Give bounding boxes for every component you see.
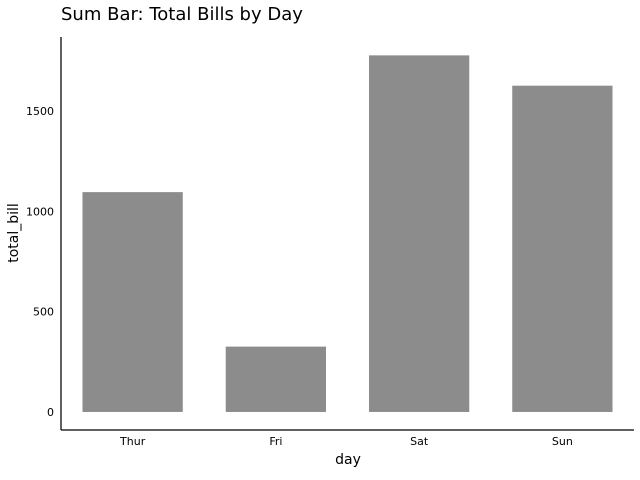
y-tick-labels: 0 500 1000 1500 [26, 105, 54, 419]
x-axis-label: day [335, 452, 361, 468]
y-tick-label: 500 [33, 306, 54, 319]
bar-fri [225, 346, 327, 412]
bar-thur [82, 192, 183, 412]
bars-group [82, 55, 613, 412]
x-tick-label: Sat [410, 435, 429, 448]
y-tick-label: 1000 [26, 205, 54, 218]
x-tick-label: Thur [119, 435, 146, 448]
x-tick-label: Fri [269, 435, 282, 448]
x-tick-labels: Thur Fri Sat Sun [119, 435, 573, 448]
chart-title: Sum Bar: Total Bills by Day [61, 4, 303, 25]
y-tick-label: 0 [47, 406, 54, 419]
bar-sun [512, 85, 613, 412]
bar-sat [368, 55, 470, 412]
y-tick-label: 1500 [26, 105, 54, 118]
x-tick-label: Sun [552, 435, 573, 448]
y-axis-label: total_bill [6, 203, 22, 263]
